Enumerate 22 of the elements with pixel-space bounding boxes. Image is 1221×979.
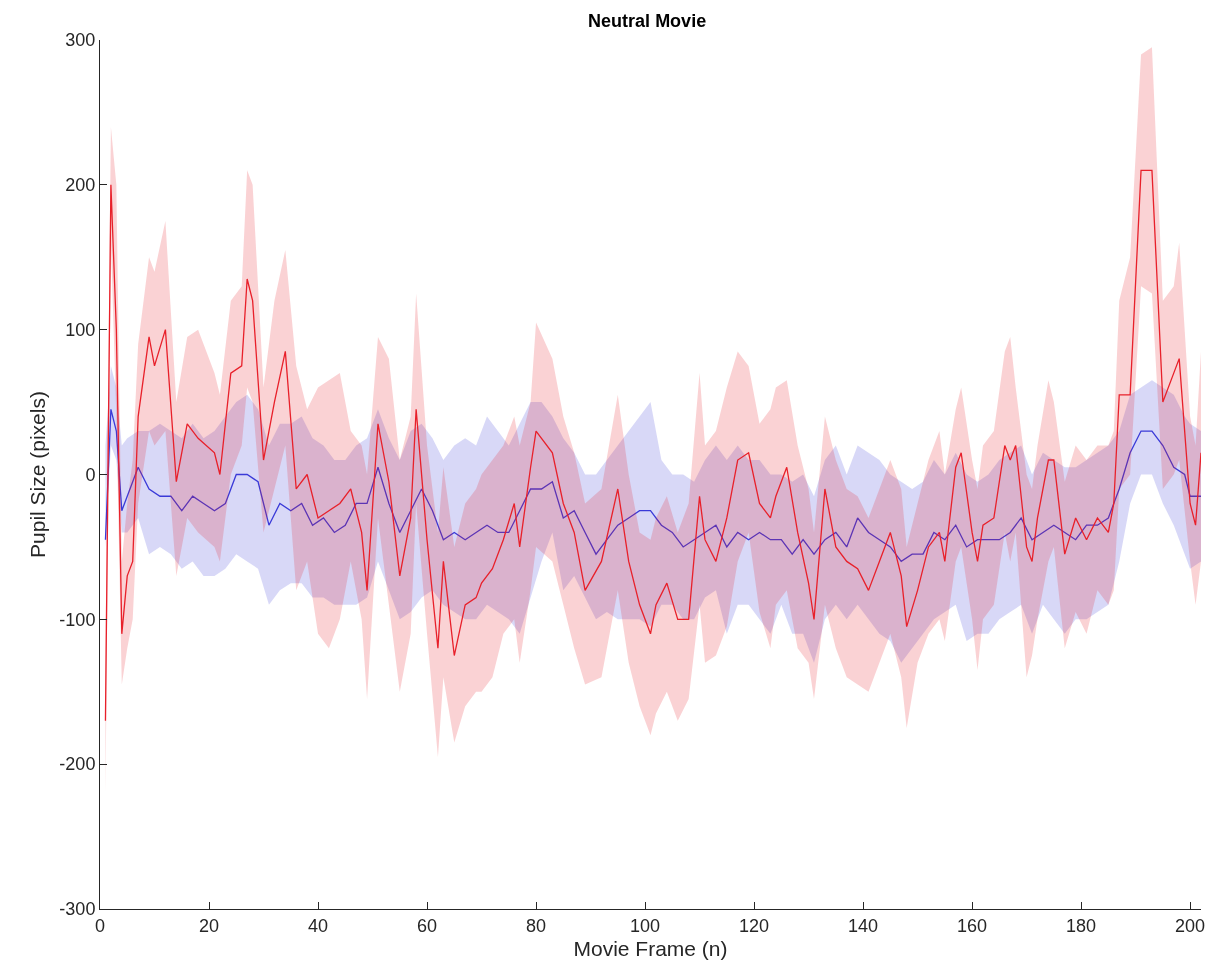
chart-title: Neutral Movie [588,11,707,32]
x-tick-label: 200 [1175,915,1206,936]
x-tick-label: 100 [630,915,661,936]
x-tick-label: 60 [417,915,438,936]
line-series [104,169,1201,722]
y-tick-label: 0 [85,464,96,485]
line-series [104,408,1201,563]
y-tick-label: 100 [65,319,96,340]
y-tick-label: -300 [59,899,96,920]
y-tick-label: -100 [59,609,96,630]
x-tick-label: 120 [739,915,770,936]
y-tick-label: 200 [65,175,96,196]
x-tick-label: 40 [308,915,329,936]
y-tick-label: -200 [59,754,96,775]
y-axis-title: Pupil Size (pixels) [25,391,49,558]
x-tick-label: 180 [1066,915,1097,936]
y-tick-label: 300 [65,30,96,51]
x-tick-label: 20 [198,915,220,936]
x-axis-title: Movie Frame (n) [573,936,728,960]
x-tick-label: 80 [526,915,547,936]
x-tick-label: 160 [957,915,988,936]
x-tick-label: 140 [848,915,879,936]
